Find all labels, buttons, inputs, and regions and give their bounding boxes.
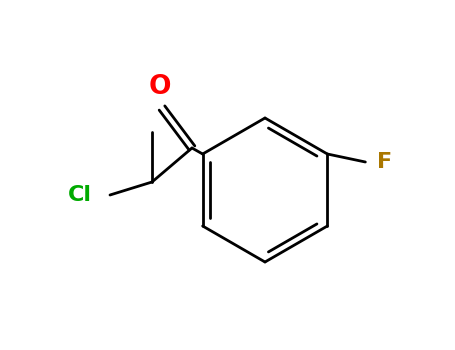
Text: O: O: [149, 74, 171, 100]
Text: Cl: Cl: [68, 185, 92, 205]
Text: F: F: [377, 152, 393, 172]
